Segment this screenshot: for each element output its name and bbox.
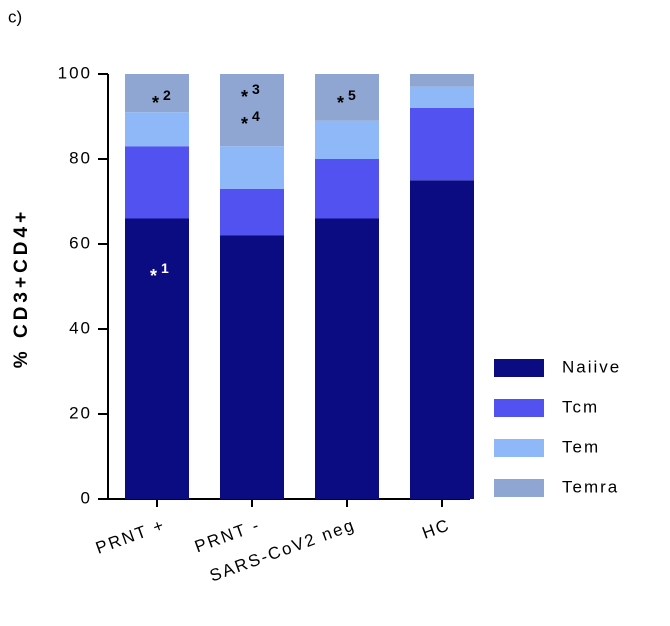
legend-swatch: [494, 359, 544, 377]
annotation-label: 1: [161, 260, 169, 276]
legend-swatch: [494, 479, 544, 497]
bar-segment: [315, 74, 379, 121]
y-tick-label: 0: [81, 488, 92, 507]
annotation: * 3: [241, 81, 260, 107]
y-tick-label: 40: [69, 318, 92, 337]
bar-segment: [410, 86, 474, 108]
legend-label: Temra: [562, 477, 619, 496]
bar-segment: [125, 218, 189, 499]
annotation: * 2: [152, 87, 171, 113]
annotation-mark: *: [150, 266, 157, 286]
bar-segment: [220, 188, 284, 236]
bar-segment: [315, 218, 379, 499]
x-tick-label: PRNT +: [93, 515, 168, 558]
bar-segment: [410, 74, 474, 87]
annotation: * 5: [337, 87, 356, 113]
bar-segment: [410, 108, 474, 181]
annotation-label: 3: [252, 81, 260, 97]
annotation-mark: *: [152, 93, 159, 113]
annotation: * 4: [241, 108, 260, 134]
y-tick-label: 80: [69, 148, 92, 167]
annotation-mark: *: [241, 114, 248, 134]
annotation-label: 4: [252, 108, 260, 124]
annotation-mark: *: [241, 87, 248, 107]
legend-label: Tem: [562, 437, 600, 456]
annotation-mark: *: [337, 93, 344, 113]
bar-segment: [125, 112, 189, 147]
panel-label: c): [8, 7, 22, 26]
annotation: * 1: [150, 260, 169, 286]
y-tick-label: 20: [69, 403, 92, 422]
bar-segment: [220, 74, 284, 147]
legend-swatch: [494, 399, 544, 417]
x-tick-label: HC: [420, 515, 453, 543]
y-axis-label: % CD3+CD4+: [11, 208, 32, 368]
legend-swatch: [494, 439, 544, 457]
annotation-label: 5: [348, 87, 356, 103]
bar-segment: [315, 159, 379, 219]
legend-label: Tcm: [562, 397, 599, 416]
bar-segment: [410, 180, 474, 499]
bar-segment: [125, 74, 189, 113]
annotation-label: 2: [163, 87, 171, 103]
y-tick-label: 100: [58, 63, 92, 82]
bar-segment: [315, 120, 379, 159]
bar-segment: [220, 235, 284, 499]
legend-label: Naiive: [562, 357, 621, 376]
bar-segment: [220, 146, 284, 189]
bar-segment: [125, 146, 189, 219]
y-tick-label: 60: [69, 233, 92, 252]
